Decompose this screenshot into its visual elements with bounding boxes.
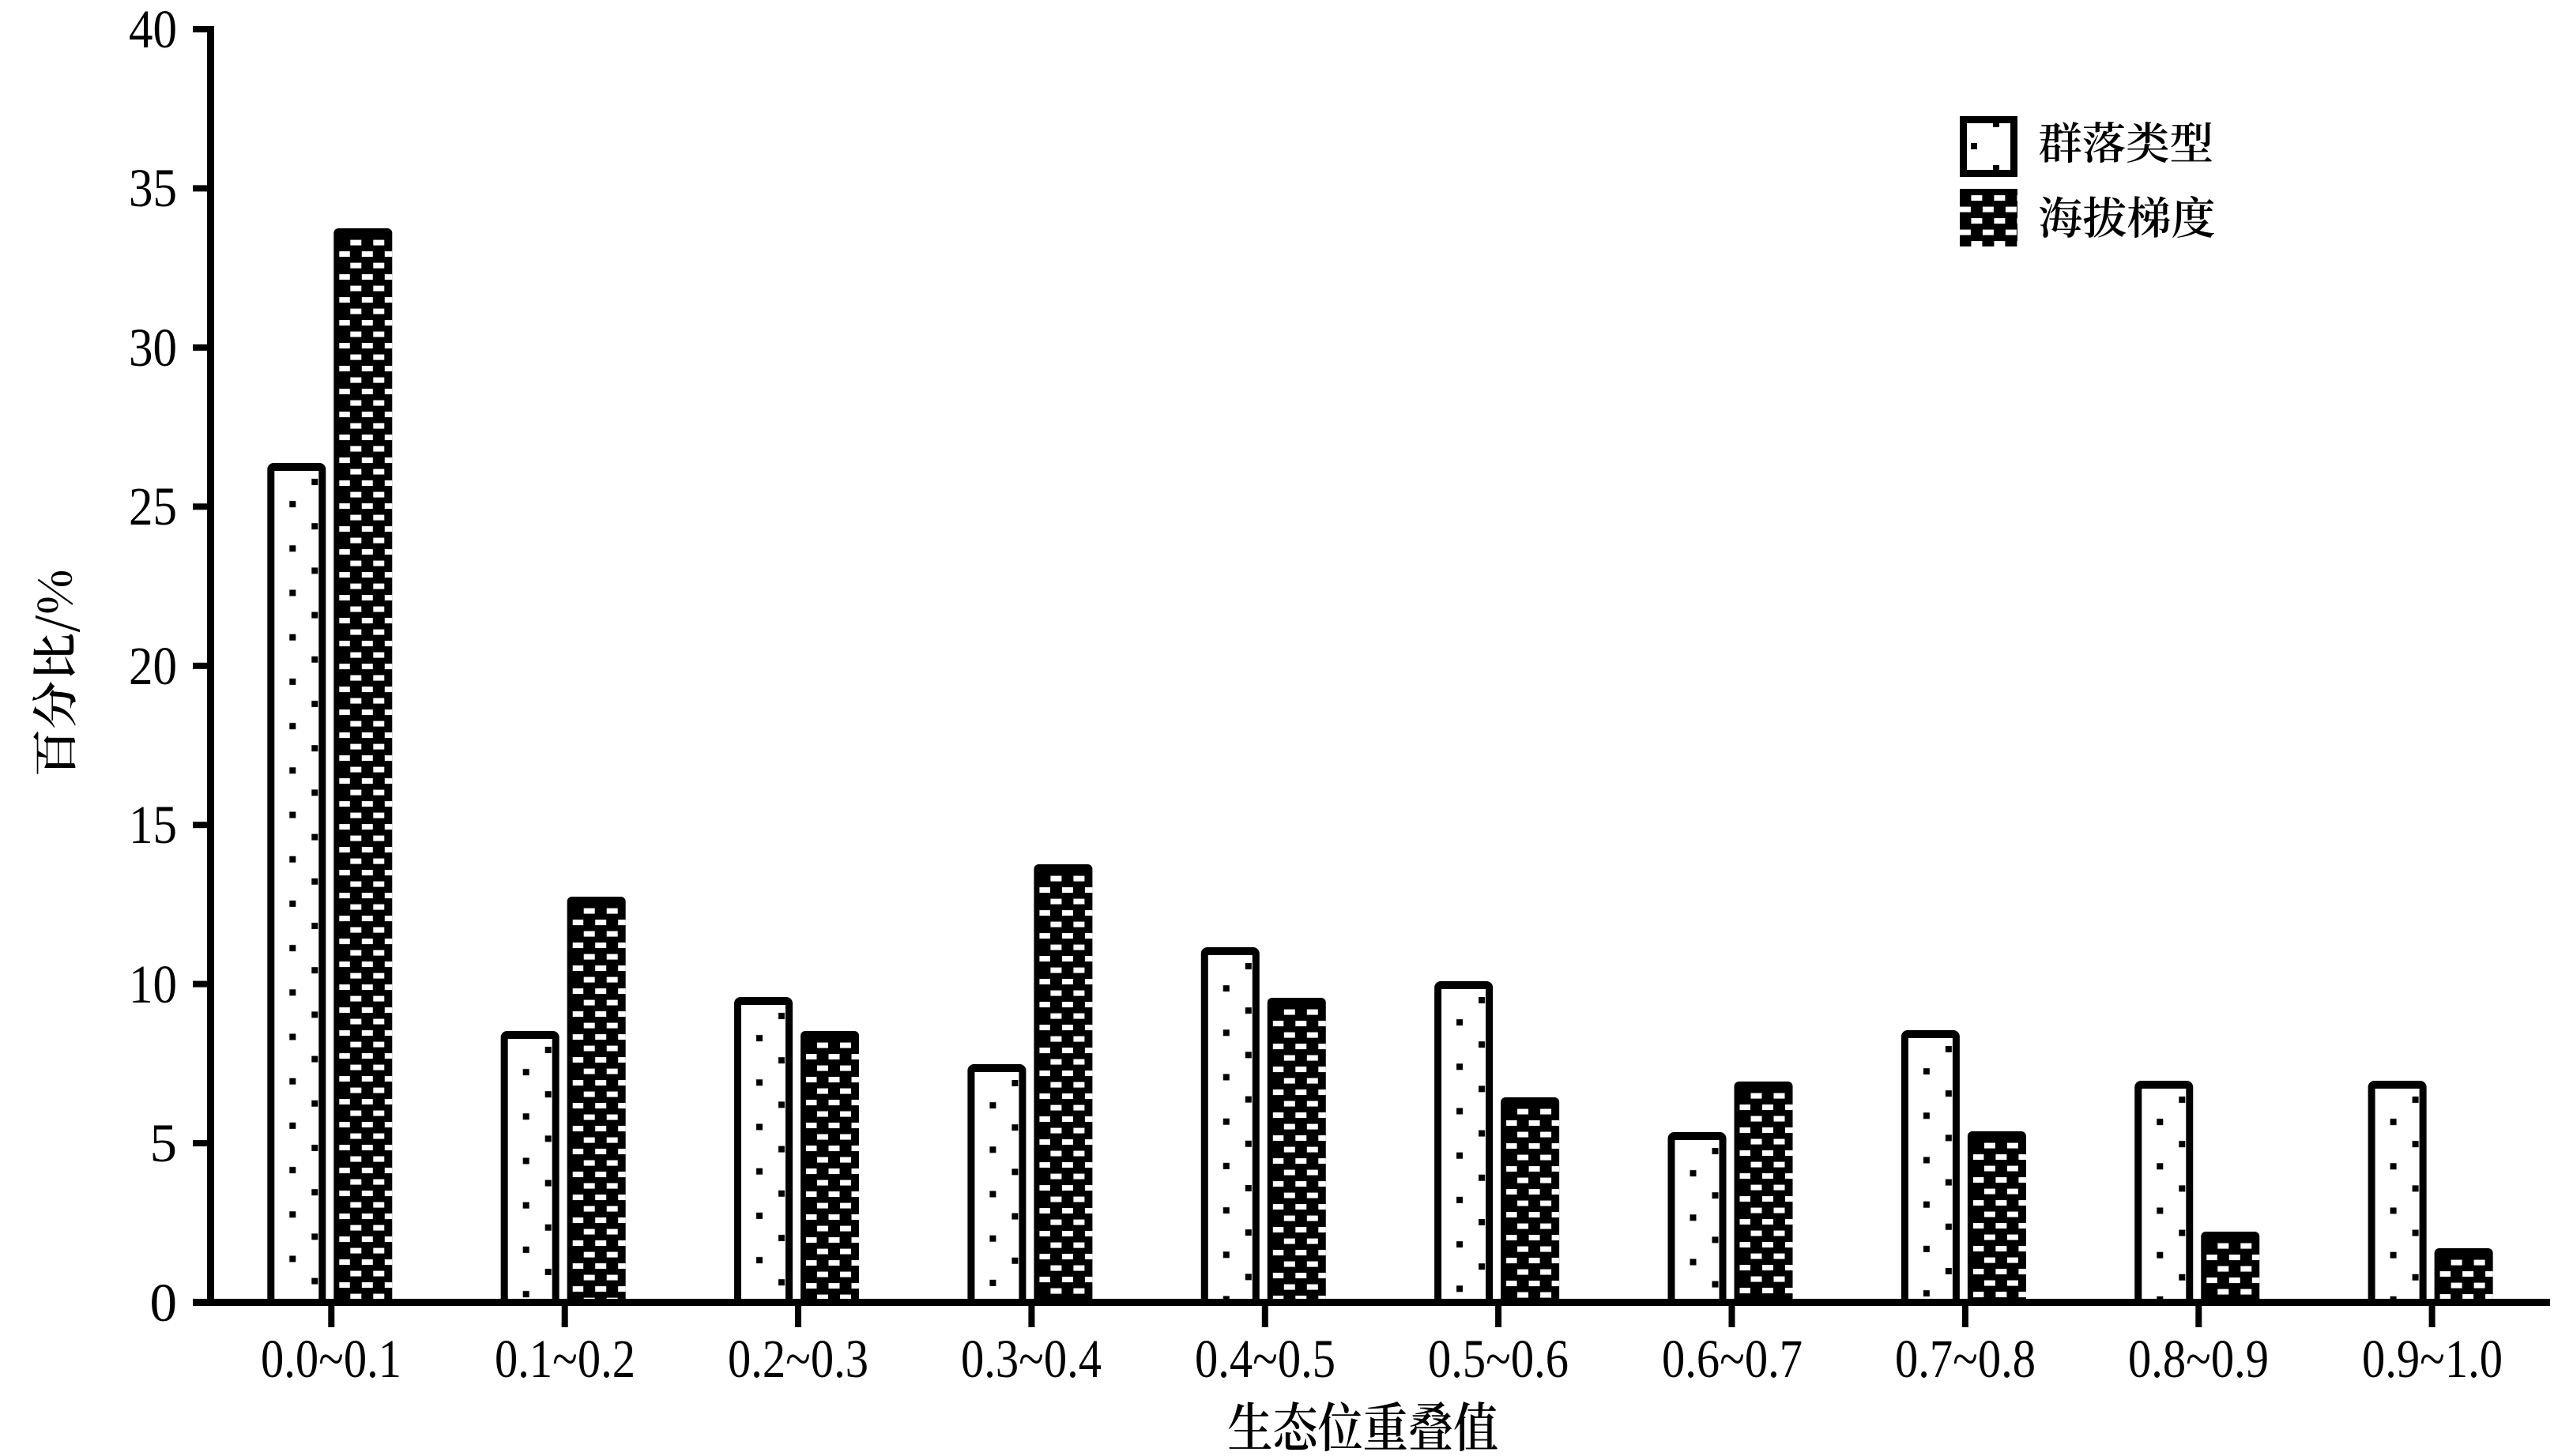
svg-text:0.1~0.2: 0.1~0.2 — [495, 1329, 635, 1389]
svg-text:0.4~0.5: 0.4~0.5 — [1195, 1329, 1335, 1389]
svg-text:0.8~0.9: 0.8~0.9 — [2128, 1329, 2269, 1389]
svg-text:20: 20 — [129, 636, 177, 696]
svg-text:0.7~0.8: 0.7~0.8 — [1895, 1329, 2036, 1389]
svg-text:10: 10 — [129, 954, 177, 1014]
svg-text:5: 5 — [150, 1113, 178, 1173]
svg-text:0.9~1.0: 0.9~1.0 — [2362, 1329, 2503, 1389]
svg-text:30: 30 — [129, 318, 177, 378]
svg-text:0: 0 — [150, 1273, 178, 1333]
svg-text:25: 25 — [129, 476, 177, 536]
svg-text:0.3~0.4: 0.3~0.4 — [961, 1329, 1102, 1389]
svg-text:40: 40 — [129, 0, 177, 59]
svg-text:15: 15 — [129, 795, 177, 855]
svg-text:0.6~0.7: 0.6~0.7 — [1662, 1329, 1803, 1389]
svg-text:0.0~0.1: 0.0~0.1 — [261, 1329, 401, 1389]
svg-text:35: 35 — [129, 158, 177, 218]
svg-text:0.5~0.6: 0.5~0.6 — [1428, 1329, 1569, 1389]
svg-text:0.2~0.3: 0.2~0.3 — [728, 1329, 868, 1389]
